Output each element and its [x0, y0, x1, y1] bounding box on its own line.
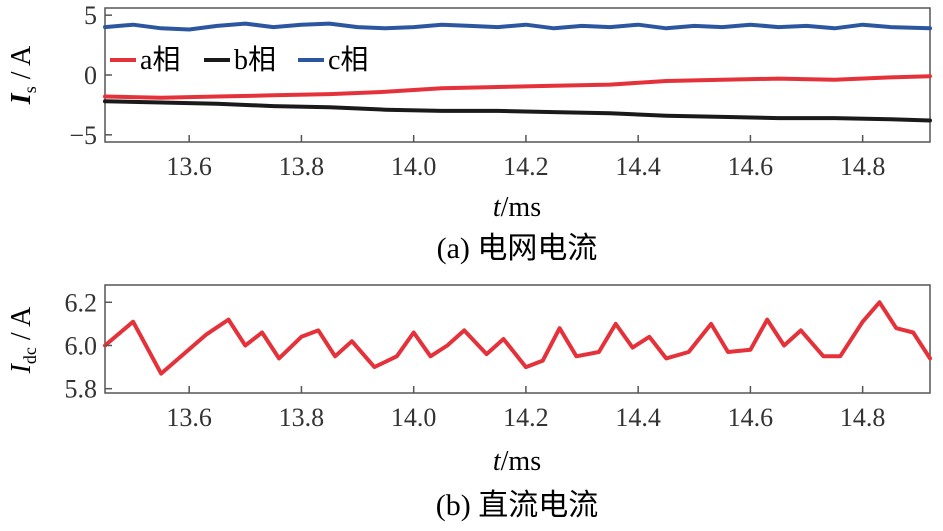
- panel-b-series-group: [103, 300, 932, 376]
- panel-b-ylabel: Idc / A: [6, 306, 40, 375]
- panel-a-caption: (a) 电网电流: [437, 232, 598, 265]
- panel-a-x-tick-label: 13.8: [279, 152, 325, 181]
- panel-b-y-ticks: 6.2 6.0 5.8: [65, 288, 112, 404]
- panel-b-x-tick-label: 14.8: [840, 403, 886, 432]
- panel-b-axes-frame: [104, 284, 931, 394]
- panel-b-y-tick-label: 6.2: [65, 288, 98, 317]
- panel-b-x-tick-label: 13.8: [279, 403, 325, 432]
- panel-a-series-line-c: [103, 21, 932, 32]
- panel-b-x-tick-label: 14.6: [728, 403, 774, 432]
- panel-a-y-ticks: 5 0 −5: [69, 1, 112, 150]
- panel-a-xlabel: t/ms: [493, 192, 541, 223]
- panel-a-x-tick-label: 14.4: [615, 152, 661, 181]
- panel-a-x-tick-label: 13.6: [166, 152, 212, 181]
- panel-a-y-tick-label: −5: [69, 121, 97, 150]
- panel-a-x-tick-label: 14.6: [728, 152, 774, 181]
- panel-a-chart: 13.6 13.8 14.0 14.2 14.4 14.6 14.8 5 0 −5 a相 b相 c相…: [6, 1, 932, 265]
- panel-b-x-tick-label: 14.0: [391, 403, 437, 432]
- panel-a-legend: a相 b相 c相: [110, 44, 368, 76]
- panel-a-series-line-a: [103, 74, 932, 100]
- legend-label-a: a相: [140, 44, 180, 76]
- panel-a-y-tick-label: 5: [84, 1, 97, 30]
- panel-b-xlabel: t/ms: [493, 446, 541, 477]
- panel-a-x-tick-label: 14.0: [391, 152, 437, 181]
- panel-a-x-tick-label: 14.2: [503, 152, 549, 181]
- panel-a-series-group: [103, 21, 932, 123]
- panel-b-x-ticks: 13.6 13.8 14.0 14.2 14.4 14.6 14.8: [166, 386, 885, 432]
- panel-a-x-ticks: 13.6 13.8 14.0 14.2 14.4 14.6 14.8: [166, 135, 885, 181]
- panel-b-y-tick-label: 5.8: [65, 375, 98, 404]
- panel-b-x-tick-label: 14.2: [503, 403, 549, 432]
- panel-b-x-tick-label: 13.6: [166, 403, 212, 432]
- panel-b-x-tick-label: 14.4: [615, 403, 661, 432]
- legend-label-b: b相: [234, 44, 276, 76]
- panel-a-x-tick-label: 14.8: [840, 152, 886, 181]
- panel-b-series-line-a: [103, 300, 932, 376]
- panel-a-y-tick-label: 0: [84, 61, 97, 90]
- panel-a-axes-frame: [104, 7, 931, 143]
- panel-b-caption: (b) 直流电流: [436, 489, 598, 522]
- panel-b-chart: 13.6 13.8 14.0 14.2 14.4 14.6 14.8 6.2 6.0 5.8 I…: [6, 284, 932, 522]
- panel-b-y-tick-label: 6.0: [65, 331, 98, 360]
- legend-label-c: c相: [328, 44, 368, 76]
- panel-a-ylabel: Is / A: [6, 45, 40, 105]
- panel-a-series-line-b: [103, 99, 932, 123]
